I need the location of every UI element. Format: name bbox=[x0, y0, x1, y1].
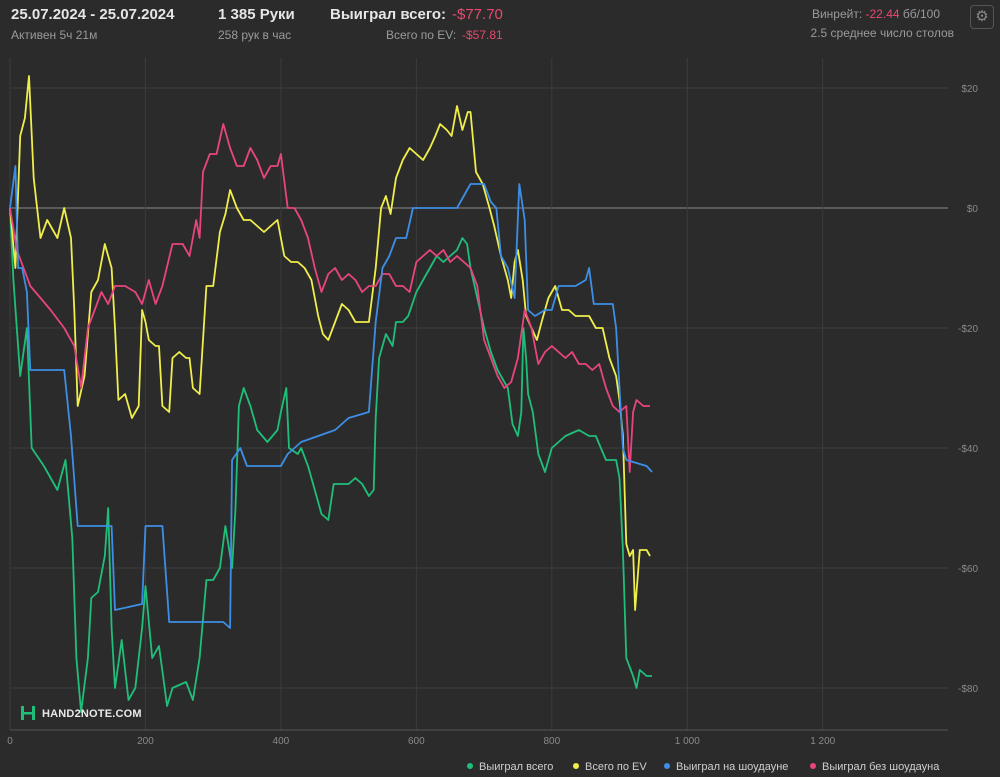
x-tick-label: 200 bbox=[137, 736, 154, 747]
x-tick-label: 1 200 bbox=[810, 736, 835, 747]
legend-item-won-total[interactable]: Выиграл всего bbox=[467, 761, 553, 773]
winrate-label: Винрейт: bbox=[811, 7, 863, 21]
hands-count: 1 385 Руки bbox=[218, 6, 295, 23]
legend-item-won-non-showdown[interactable]: Выиграл без шоудауна bbox=[810, 761, 939, 773]
gear-icon[interactable]: ⚙ bbox=[970, 5, 994, 29]
chart-legend: Выиграл всего Всего по EV Выиграл на шоу… bbox=[0, 757, 1000, 775]
legend-dot bbox=[810, 763, 816, 769]
stats-header: 25.07.2024 - 25.07.2024 Активен 5ч 21м 1… bbox=[0, 0, 1000, 50]
winrate-value: -22.44 bbox=[865, 7, 900, 21]
y-tick-label: $20 bbox=[961, 84, 978, 95]
won-total-label: Выиграл всего: bbox=[330, 6, 447, 23]
ev-total-value: -$57.81 bbox=[462, 28, 503, 42]
x-tick-label: 0 bbox=[7, 736, 13, 747]
chart-ticks: $20 $0 -$20 -$40 -$60 -$80 0 200 400 600 800 1 000 1… bbox=[7, 84, 978, 747]
series-line-3 bbox=[9, 123, 650, 473]
hands-per-hour: 258 рук в час bbox=[218, 28, 292, 42]
ev-total-label: Всего по EV: bbox=[386, 28, 457, 42]
series-line-1 bbox=[9, 75, 651, 611]
chart-series bbox=[9, 75, 653, 713]
x-tick-label: 1 000 bbox=[675, 736, 700, 747]
active-time: Активен 5ч 21м bbox=[11, 28, 98, 42]
won-total-value: -$77.70 bbox=[452, 6, 503, 23]
series-line-2 bbox=[9, 165, 653, 629]
legend-label: Выиграл всего bbox=[479, 761, 554, 773]
legend-dot bbox=[467, 763, 473, 769]
avg-tables: 2.5 среднее число столов bbox=[810, 26, 954, 40]
legend-item-ev-total[interactable]: Всего по EV bbox=[573, 761, 647, 773]
legend-label: Выиграл без шоудауна bbox=[822, 761, 940, 773]
chart-grid bbox=[9, 58, 948, 731]
legend-label: Выиграл на шоудауне bbox=[676, 761, 789, 773]
legend-item-won-showdown[interactable]: Выиграл на шоудауне bbox=[664, 761, 788, 773]
y-tick-label: -$80 bbox=[958, 684, 978, 695]
winrate-unit: бб/100 bbox=[902, 7, 940, 21]
y-tick-label: $0 bbox=[967, 204, 979, 215]
series-line-0 bbox=[9, 207, 652, 713]
x-tick-label: 400 bbox=[273, 736, 290, 747]
y-tick-label: -$40 bbox=[958, 444, 978, 455]
logo-text: HAND2NOTE.COM bbox=[42, 708, 142, 720]
y-tick-label: -$20 bbox=[958, 324, 978, 335]
legend-label: Всего по EV bbox=[585, 761, 647, 773]
hand2note-logo-icon bbox=[21, 706, 35, 720]
legend-dot bbox=[664, 763, 670, 769]
x-tick-label: 800 bbox=[543, 736, 560, 747]
date-range[interactable]: 25.07.2024 - 25.07.2024 bbox=[11, 6, 175, 23]
y-tick-label: -$60 bbox=[958, 564, 978, 575]
winrate: Винрейт: -22.44 бб/100 bbox=[812, 7, 940, 21]
legend-dot bbox=[573, 763, 579, 769]
hand2note-logo: HAND2NOTE.COM bbox=[20, 705, 142, 723]
x-tick-label: 600 bbox=[408, 736, 425, 747]
